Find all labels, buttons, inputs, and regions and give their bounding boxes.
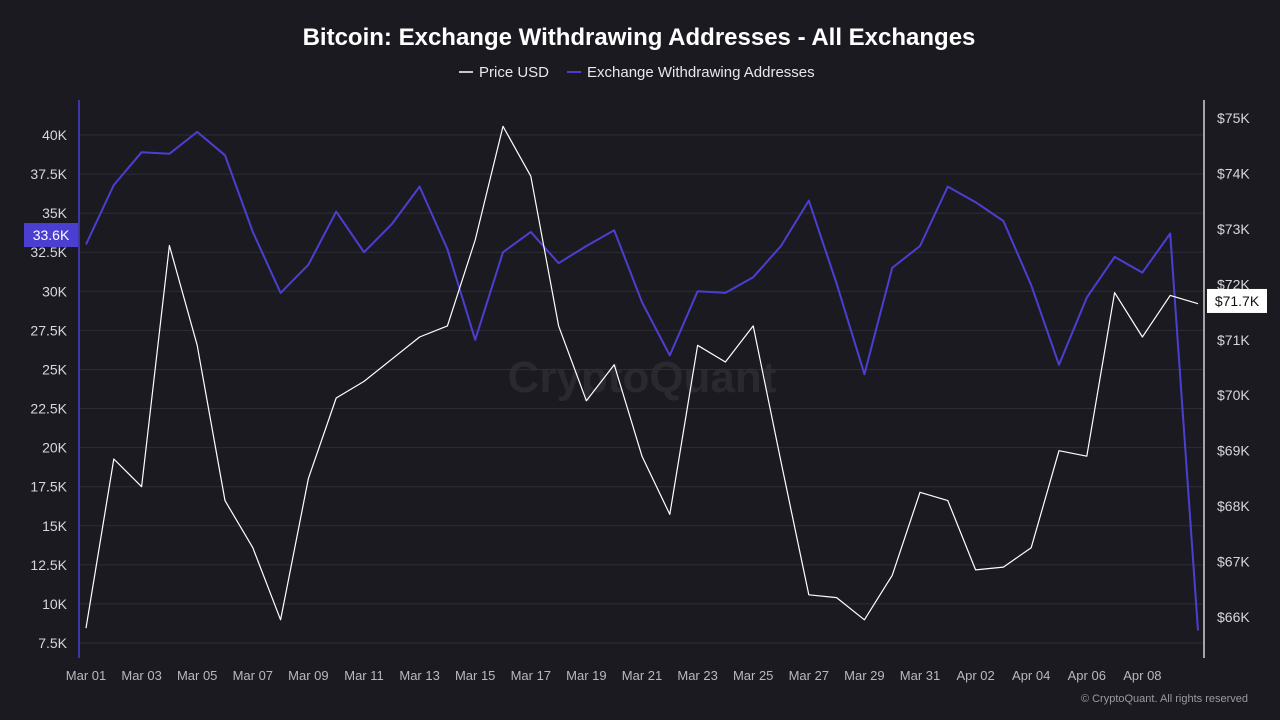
left-tick-label: 17.5K	[30, 479, 67, 495]
legend: Price USD Exchange Withdrawing Addresses	[459, 64, 815, 81]
x-tick-label: Mar 17	[511, 668, 551, 683]
x-tick-label: Mar 01	[66, 668, 106, 683]
left-tick-label: 35K	[42, 205, 68, 221]
left-tick-label: 12.5K	[30, 557, 67, 573]
right-axis-ticks: $66K $67K $68K $69K $70K $71K $72K $73K $74K $75K	[1217, 110, 1250, 625]
right-tick-label: $66K	[1217, 609, 1250, 625]
last-value-badge-price: $71.7K	[1207, 288, 1267, 313]
left-tick-label: 32.5K	[30, 244, 67, 260]
x-tick-label: Mar 07	[233, 668, 273, 683]
x-tick-label: Mar 27	[789, 668, 829, 683]
chart-title: Bitcoin: Exchange Withdrawing Addresses …	[303, 24, 976, 51]
x-tick-label: Mar 13	[399, 668, 439, 683]
left-tick-label: 15K	[42, 518, 68, 534]
x-tick-label: Apr 04	[1012, 668, 1050, 683]
x-tick-label: Mar 03	[121, 668, 161, 683]
last-value-badge-addresses: 33.6K	[24, 223, 78, 248]
x-tick-label: Mar 19	[566, 668, 606, 683]
x-tick-label: Mar 09	[288, 668, 328, 683]
x-tick-label: Mar 23	[677, 668, 717, 683]
x-axis-ticks: Mar 01 Mar 03 Mar 05 Mar 07 Mar 09 Mar 11 Mar …	[66, 668, 1162, 683]
left-axis-ticks: 7.5K 10K 12.5K 15K 17.5K 20K 22.5K 25K 27.5K 30K 3…	[30, 127, 67, 651]
copyright-notice: © CryptoQuant. All rights reserved	[1081, 693, 1248, 705]
left-tick-label: 37.5K	[30, 166, 67, 182]
right-tick-label: $71K	[1217, 332, 1250, 348]
right-tick-label: $72K	[1217, 276, 1250, 292]
x-tick-label: Mar 25	[733, 668, 773, 683]
watermark: CryptoQuant	[508, 353, 777, 402]
x-tick-label: Mar 29	[844, 668, 884, 683]
gridlines	[80, 134, 1203, 644]
right-tick-label: $74K	[1217, 165, 1250, 181]
right-tick-label: $73K	[1217, 221, 1250, 237]
left-tick-label: 20K	[42, 440, 68, 456]
last-value-label-price: $71.7K	[1215, 293, 1260, 309]
last-value-label-addresses: 33.6K	[33, 227, 70, 243]
left-tick-label: 27.5K	[30, 322, 67, 338]
right-tick-label: $67K	[1217, 554, 1250, 570]
series-line-price-usd	[85, 125, 1199, 629]
x-tick-label: Apr 08	[1123, 668, 1161, 683]
left-tick-label: 30K	[42, 283, 68, 299]
x-tick-label: Mar 31	[900, 668, 940, 683]
legend-price-label: Price USD	[479, 64, 549, 81]
x-tick-label: Apr 02	[956, 668, 994, 683]
x-tick-label: Mar 15	[455, 668, 495, 683]
left-tick-label: 22.5K	[30, 401, 67, 417]
right-tick-label: $70K	[1217, 387, 1250, 403]
right-tick-label: $68K	[1217, 498, 1250, 514]
x-tick-label: Mar 05	[177, 668, 217, 683]
right-tick-label: $69K	[1217, 443, 1250, 459]
x-tick-label: Mar 21	[622, 668, 662, 683]
series-line-exchange-withdrawing-addresses	[85, 130, 1199, 631]
legend-addresses-label: Exchange Withdrawing Addresses	[587, 64, 815, 81]
left-tick-label: 7.5K	[38, 635, 67, 651]
left-tick-label: 25K	[42, 361, 68, 377]
left-tick-label: 40K	[42, 127, 68, 143]
x-tick-label: Apr 06	[1068, 668, 1106, 683]
x-tick-label: Mar 11	[344, 668, 384, 683]
right-tick-label: $75K	[1217, 110, 1250, 126]
left-tick-label: 10K	[42, 596, 68, 612]
